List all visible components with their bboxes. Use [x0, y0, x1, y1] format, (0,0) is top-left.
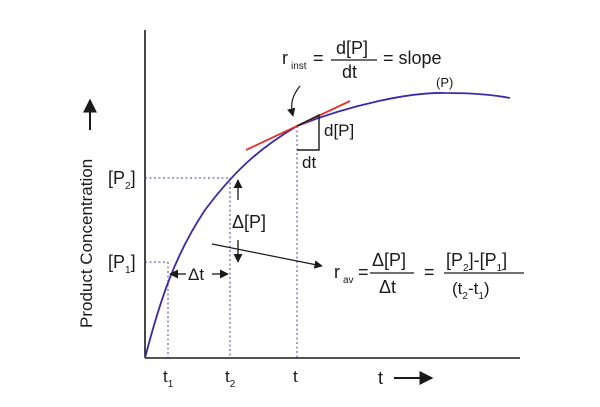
- avg-rate-eq1: =: [358, 262, 369, 282]
- t-label: t: [293, 367, 298, 386]
- inst-rate-den: dt: [342, 62, 357, 82]
- p2-label: [P2]: [108, 168, 136, 192]
- inst-rate-eq: =: [313, 48, 324, 68]
- avg-rate-r: r: [334, 262, 340, 282]
- avg-rate-den1: Δt: [379, 277, 396, 297]
- t1-label: t1: [163, 367, 174, 390]
- svg-text:t1: t1: [163, 367, 174, 390]
- delta-p-label: Δ[P]: [232, 212, 266, 232]
- x-axis-label: t: [378, 368, 383, 388]
- curve-label: (P): [436, 75, 453, 90]
- avg-rate-sub: av: [343, 275, 354, 286]
- avg-rate-num1: Δ[P]: [372, 250, 406, 270]
- svg-text:t2: t2: [225, 367, 236, 390]
- avg-rate-den2: (t2-t1): [452, 279, 490, 302]
- avg-rate-pointer: [211, 243, 323, 269]
- inst-rate-sub: inst: [291, 61, 307, 72]
- svg-text:[P1]: [P1]: [108, 252, 136, 276]
- t2-label: t2: [225, 367, 236, 390]
- tangent-dp-label: d[P]: [324, 121, 354, 140]
- slope-triangle: [296, 113, 320, 151]
- p1-label: [P1]: [108, 252, 136, 276]
- delta-t-label: Δt: [188, 265, 204, 284]
- inst-rate-pointer: [287, 85, 301, 117]
- avg-rate-num2: [P2]-[P1]: [446, 250, 507, 274]
- inst-rate-num: d[P]: [336, 38, 368, 58]
- inst-rate-rhs: = slope: [383, 48, 442, 68]
- svg-text:[P2]: [P2]: [108, 168, 136, 192]
- y-axis-label: Product Concentration: [77, 159, 96, 328]
- tangent-dt-label: dt: [302, 153, 316, 172]
- avg-rate-eq2: =: [424, 262, 435, 282]
- inst-rate-r: r: [282, 48, 288, 68]
